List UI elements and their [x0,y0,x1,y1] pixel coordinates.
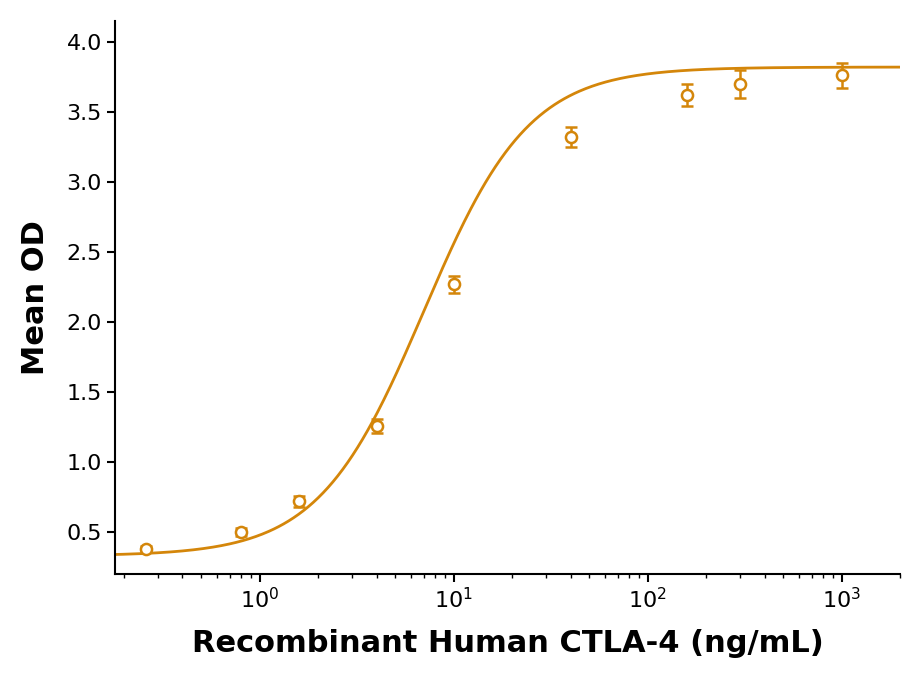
Y-axis label: Mean OD: Mean OD [21,220,50,375]
X-axis label: Recombinant Human CTLA-4 (ng/mL): Recombinant Human CTLA-4 (ng/mL) [192,629,823,658]
